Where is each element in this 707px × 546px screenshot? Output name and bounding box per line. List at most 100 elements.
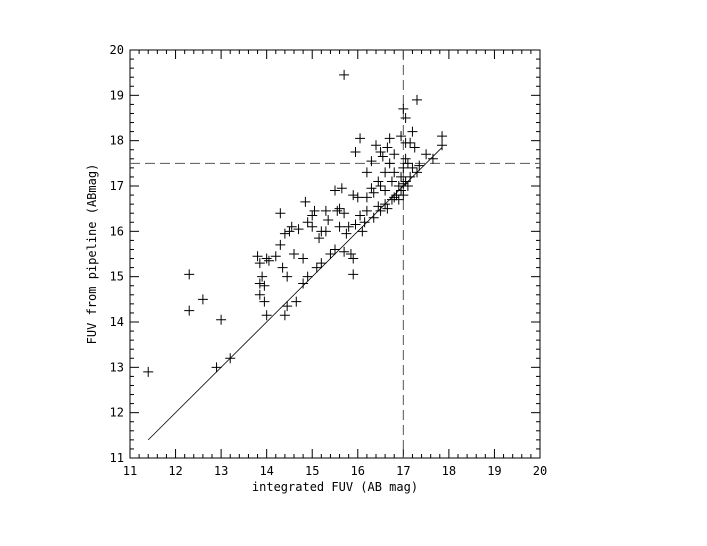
x-axis-label: integrated FUV (AB mag): [252, 480, 418, 494]
x-tick-label: 19: [487, 464, 501, 478]
y-tick-label: 14: [110, 315, 124, 329]
data-point: [393, 194, 404, 205]
data-point: [350, 147, 361, 157]
x-tick-label: 15: [305, 464, 319, 478]
data-point: [309, 205, 320, 216]
y-tick-label: 15: [110, 270, 124, 284]
data-point: [380, 199, 391, 210]
data-point: [279, 228, 290, 239]
y-tick-label: 11: [110, 451, 124, 465]
data-point: [341, 228, 352, 239]
data-point: [311, 262, 322, 273]
data-point: [334, 203, 345, 214]
data-point: [184, 269, 195, 280]
data-point: [348, 269, 359, 280]
data-point: [402, 181, 413, 191]
data-point: [427, 153, 438, 164]
data-point: [314, 233, 325, 244]
data-point: [339, 246, 350, 257]
data-point: [336, 183, 347, 194]
x-tick-labels: 11 12 13 14 15 16 17 18 19 20: [123, 464, 547, 478]
data-point: [302, 217, 313, 228]
data-point: [407, 126, 418, 137]
y-tick-label: 18: [110, 134, 124, 148]
data-point: [361, 205, 372, 216]
data-point: [343, 221, 354, 232]
data-point: [300, 196, 311, 207]
data-point: [396, 131, 407, 142]
data-point: [412, 167, 422, 178]
data-point: [320, 205, 331, 216]
data-point: [316, 258, 327, 269]
data-point: [277, 262, 288, 273]
data-point: [398, 103, 409, 114]
data-point: [261, 310, 272, 321]
data-point: [254, 258, 265, 269]
data-point: [398, 190, 409, 201]
data-point: [225, 353, 236, 364]
data-point: [254, 278, 265, 289]
data-point: [325, 249, 336, 259]
data-point: [375, 205, 386, 216]
data-point: [261, 253, 272, 264]
data-point: [355, 133, 366, 144]
y-axis-label: FUV from pipeline (ABmag): [85, 164, 99, 345]
data-point: [398, 162, 409, 173]
data-point: [275, 239, 286, 250]
data-point: [298, 278, 309, 289]
data-point: [286, 221, 297, 232]
data-points: [143, 69, 448, 377]
data-point: [402, 158, 413, 169]
y-tick-label: 19: [110, 88, 124, 102]
data-point: [284, 226, 295, 237]
minor-ticks: [130, 50, 540, 458]
data-point: [377, 151, 388, 162]
data-point: [282, 271, 293, 282]
data-point: [348, 253, 359, 264]
data-point: [307, 210, 318, 221]
y-tick-label: 13: [110, 360, 124, 374]
y-tick-label: 12: [110, 406, 124, 420]
x-tick-label: 20: [533, 464, 547, 478]
y-tick-label: 17: [110, 179, 124, 193]
data-point: [405, 171, 416, 182]
data-point: [386, 176, 397, 187]
data-point: [348, 190, 359, 201]
data-point: [184, 305, 195, 316]
data-point: [259, 280, 270, 291]
data-point: [323, 215, 334, 225]
data-point: [293, 224, 304, 235]
data-point: [389, 149, 400, 160]
data-point: [211, 362, 222, 373]
data-point: [409, 142, 420, 153]
data-point: [252, 251, 263, 262]
data-point: [389, 192, 400, 203]
data-point: [398, 178, 409, 189]
data-point: [373, 201, 384, 212]
data-point: [412, 94, 422, 105]
data-point: [384, 133, 395, 144]
data-point: [330, 185, 340, 196]
data-point: [366, 156, 377, 167]
data-point: [345, 249, 356, 259]
data-point: [197, 294, 208, 305]
data-point: [275, 208, 286, 219]
data-point: [282, 301, 293, 312]
data-point: [289, 249, 299, 259]
data-point: [259, 296, 270, 307]
x-tick-label: 12: [168, 464, 182, 478]
data-point: [368, 212, 379, 223]
data-point: [320, 226, 331, 237]
y-tick-label: 20: [110, 43, 124, 57]
data-point: [334, 221, 345, 232]
data-point: [382, 203, 393, 214]
data-point: [400, 176, 411, 187]
data-point: [330, 244, 340, 255]
data-point: [298, 253, 309, 264]
data-point: [355, 210, 366, 221]
data-point: [257, 271, 268, 282]
x-tick-label: 14: [259, 464, 273, 478]
data-point: [143, 366, 154, 377]
data-point: [357, 226, 368, 237]
